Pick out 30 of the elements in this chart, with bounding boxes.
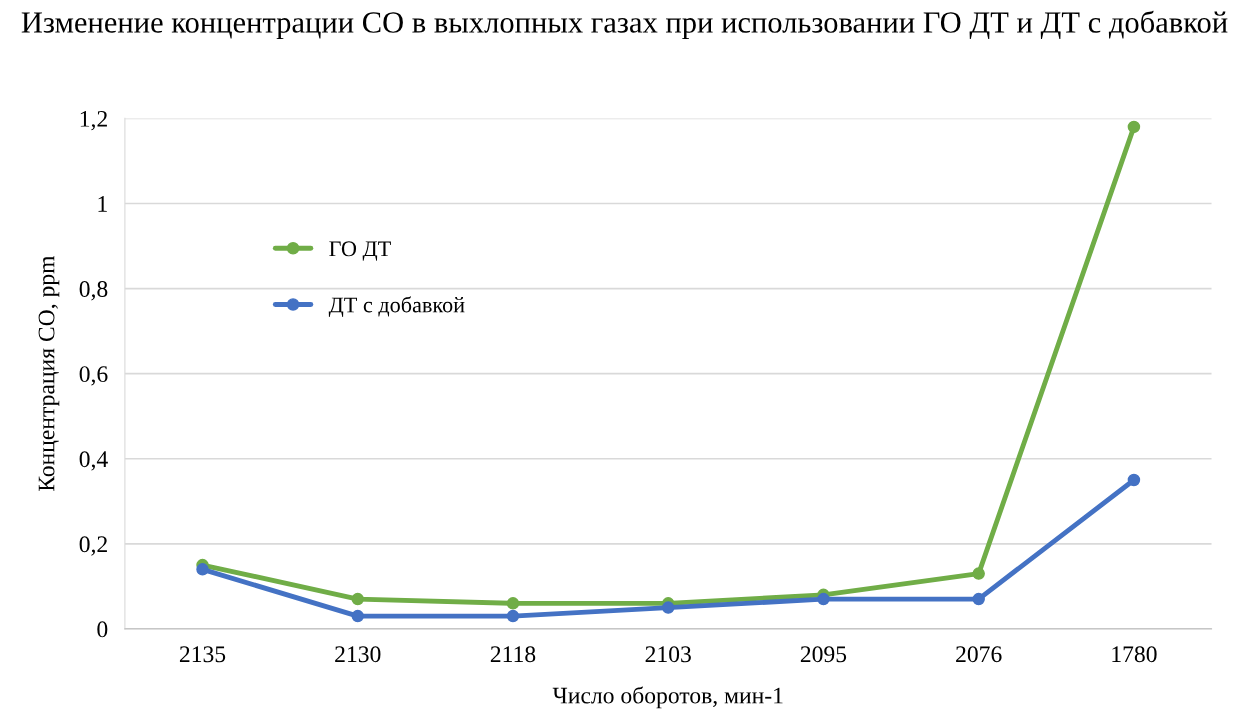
x-tick-label: 2118 [490,646,536,663]
point [506,609,520,623]
y-tick-label: 0,2 [79,536,107,556]
y-axis-title: Концентрация CO, ppm [38,255,60,492]
chart-title: Изменение концентрации CO в выхлопных газах при использовании ГО ДТ и ДТ с добавкой [21,10,1228,40]
point [506,597,520,610]
x-tick-label: 1780 [1112,646,1157,663]
legend-label: ГО ДТ [329,241,391,261]
y-tick-label: 0 [97,621,108,638]
legend-label: ДТ с добавкой [328,296,465,317]
y-tick-label: 1 [98,196,107,212]
point [351,609,364,623]
point [351,592,364,606]
point [817,592,830,606]
point [972,592,985,606]
x-tick-label: 2103 [645,646,691,663]
y-tick-label: 0,4 [79,451,108,471]
point [661,601,675,614]
y-tick-label: 0,8 [79,281,108,301]
x-tick-label: 2076 [956,646,1002,663]
x-tick-label: 2130 [335,646,381,663]
point [1127,473,1141,487]
x-axis-title: Число оборотов, мин-1 [552,686,783,709]
point [1127,120,1141,134]
point [196,563,209,576]
x-tick-label: 2095 [800,646,847,663]
y-tick-label: 0,6 [79,366,108,386]
y-tick-label: 1,2 [80,110,107,131]
point [972,567,985,580]
x-tick-label: 2135 [179,646,226,663]
